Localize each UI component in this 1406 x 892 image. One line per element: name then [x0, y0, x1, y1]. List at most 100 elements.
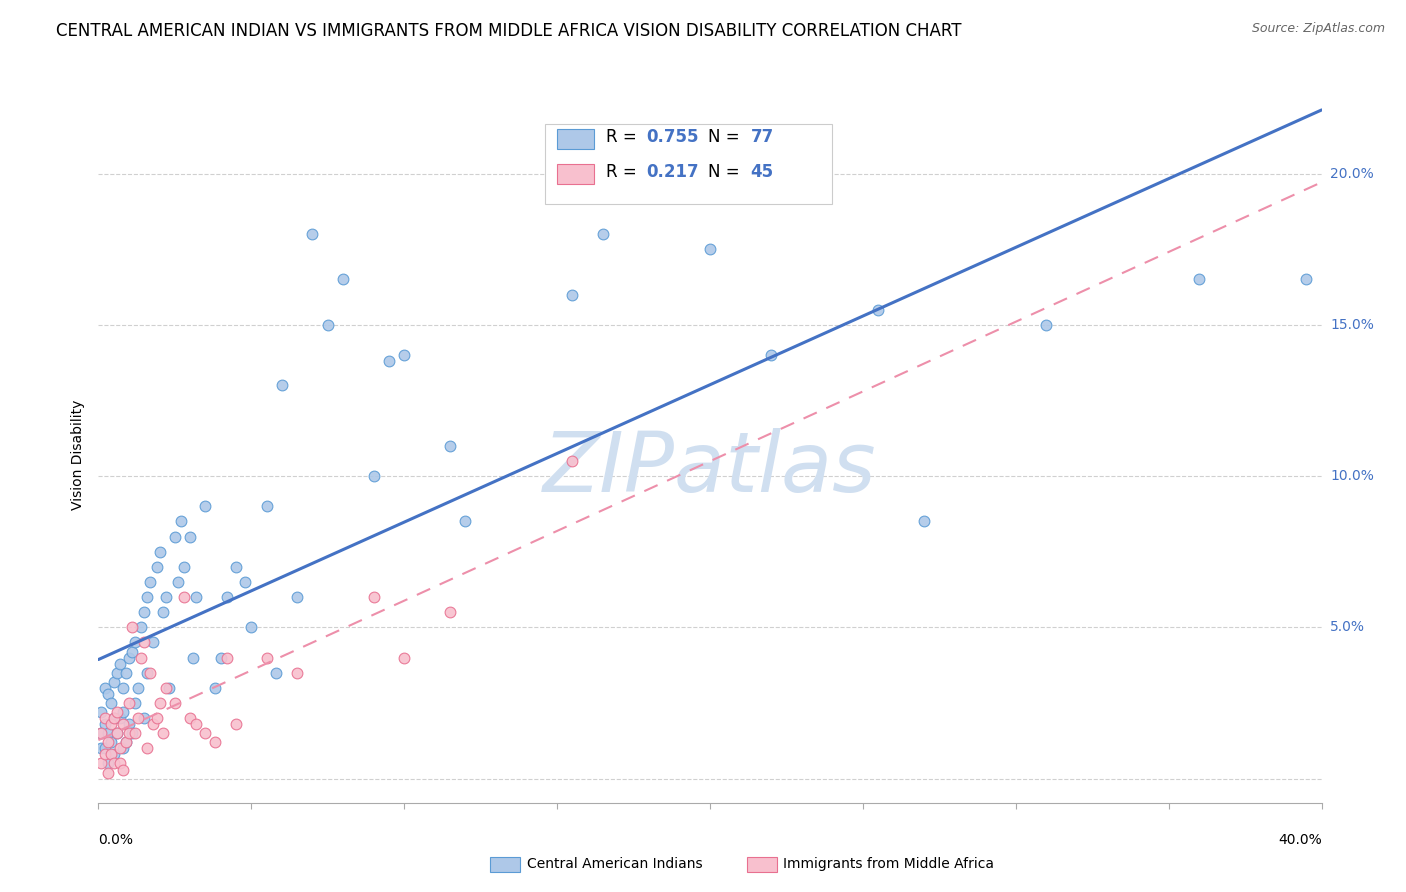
Point [108, 741, 131, 756]
Point [194, 726, 217, 740]
Point [129, 620, 152, 634]
Point [173, 590, 195, 604]
Point [90, 741, 112, 756]
Point [127, 711, 149, 725]
Point [93, 741, 115, 756]
Point [363, 590, 385, 604]
Point [392, 348, 416, 362]
Point [97, 756, 120, 771]
Text: 5.0%: 5.0% [1330, 620, 1365, 634]
Point [233, 574, 256, 589]
Point [363, 469, 385, 483]
Point [103, 711, 125, 725]
Text: ZIPatlas: ZIPatlas [543, 428, 877, 509]
Point [100, 717, 122, 731]
Point [108, 711, 131, 725]
Point [173, 559, 195, 574]
Point [134, 605, 156, 619]
Point [186, 717, 208, 731]
Point [139, 665, 162, 680]
Point [759, 348, 782, 362]
Point [215, 650, 238, 665]
Point [139, 574, 162, 589]
Point [121, 644, 143, 658]
Point [111, 763, 134, 777]
Point [103, 756, 125, 771]
Bar [489, 857, 520, 872]
Point [155, 590, 177, 604]
Point [270, 378, 292, 392]
Point [240, 620, 263, 634]
Point [115, 665, 138, 680]
Point [181, 650, 204, 665]
Point [225, 559, 247, 574]
Text: 0.755: 0.755 [647, 128, 699, 146]
Text: 15.0%: 15.0% [1330, 318, 1374, 332]
Point [90, 756, 112, 771]
Bar [747, 857, 778, 872]
Point [868, 302, 890, 317]
Text: N =: N = [707, 162, 744, 181]
Point [121, 726, 143, 740]
Text: 40.0%: 40.0% [1278, 833, 1322, 847]
Point [285, 590, 308, 604]
Point [204, 681, 226, 695]
Point [179, 530, 201, 544]
Point [97, 687, 120, 701]
Text: Immigrants from Middle Africa: Immigrants from Middle Africa [783, 857, 994, 871]
Point [136, 741, 159, 756]
Point [93, 711, 115, 725]
Point [204, 735, 226, 749]
Point [93, 717, 115, 731]
Point [100, 696, 122, 710]
Point [454, 515, 477, 529]
Point [105, 665, 128, 680]
Point [439, 605, 461, 619]
Point [149, 545, 172, 559]
Text: 0.0%: 0.0% [98, 833, 134, 847]
Point [100, 747, 122, 762]
Point [90, 726, 112, 740]
Text: 0.217: 0.217 [647, 162, 699, 181]
Point [134, 711, 156, 725]
Point [332, 272, 354, 286]
Point [105, 726, 128, 740]
Point [105, 726, 128, 740]
Point [170, 515, 193, 529]
Point [699, 242, 721, 256]
Point [127, 681, 149, 695]
Point [912, 515, 935, 529]
Bar [546, 124, 832, 204]
Point [145, 559, 167, 574]
Text: 20.0%: 20.0% [1330, 167, 1374, 180]
Point [256, 500, 278, 514]
Point [142, 635, 165, 649]
Point [1295, 272, 1317, 286]
Point [392, 650, 416, 665]
Bar [557, 164, 593, 184]
Text: 77: 77 [751, 128, 773, 146]
Point [225, 717, 247, 731]
Y-axis label: Vision Disability: Vision Disability [72, 400, 86, 510]
Point [118, 650, 141, 665]
Point [316, 318, 339, 332]
Point [90, 726, 112, 740]
Point [167, 574, 190, 589]
Point [136, 590, 159, 604]
Point [561, 287, 583, 301]
Point [124, 726, 146, 740]
Point [111, 717, 134, 731]
Text: N =: N = [707, 128, 744, 146]
Point [97, 726, 120, 740]
Point [111, 681, 134, 695]
Point [108, 756, 131, 771]
Point [209, 650, 232, 665]
Point [439, 439, 461, 453]
Point [155, 681, 177, 695]
Point [136, 665, 159, 680]
Text: Source: ZipAtlas.com: Source: ZipAtlas.com [1251, 22, 1385, 36]
Point [93, 681, 115, 695]
Point [194, 500, 217, 514]
Text: CENTRAL AMERICAN INDIAN VS IMMIGRANTS FROM MIDDLE AFRICA VISION DISABILITY CORRE: CENTRAL AMERICAN INDIAN VS IMMIGRANTS FR… [56, 22, 962, 40]
Point [134, 635, 156, 649]
